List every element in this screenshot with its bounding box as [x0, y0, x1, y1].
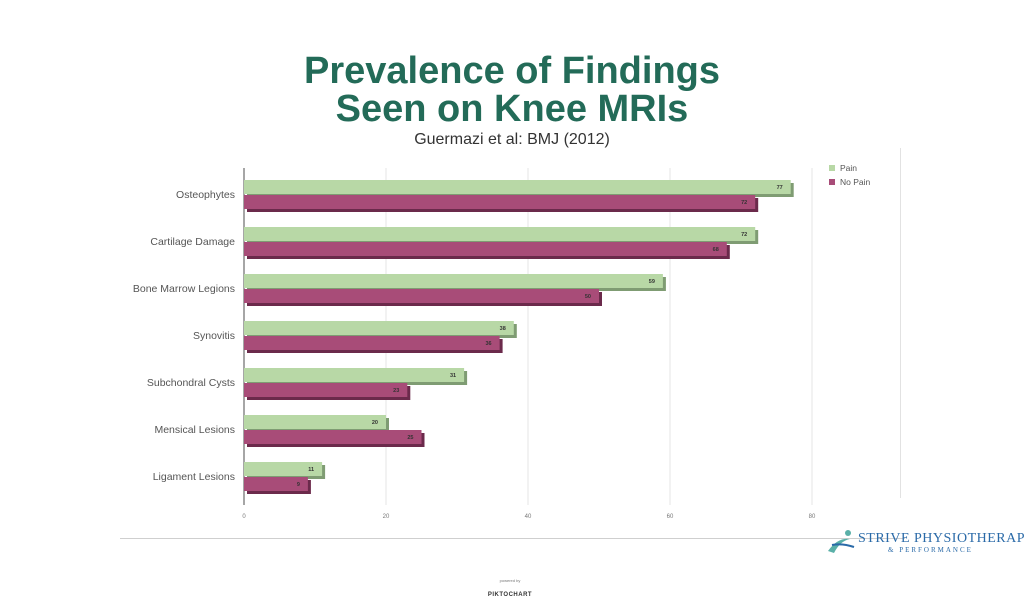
legend-swatch	[829, 165, 835, 171]
chart-title: Prevalence of Findings Seen on Knee MRIs	[0, 52, 1024, 128]
x-tick-label: 0	[242, 514, 246, 520]
powered-by-text: powered by	[499, 578, 521, 583]
runner-swoosh-icon	[828, 530, 855, 553]
data-label: 72	[741, 200, 747, 206]
data-label: 23	[393, 388, 399, 394]
legend-swatch	[829, 179, 835, 185]
x-tick-label: 80	[809, 514, 816, 520]
piktochart-badge: powered by PIKTOCHART	[470, 578, 550, 601]
category-label: Mensical Lesions	[154, 424, 235, 436]
divider-horizontal	[120, 538, 905, 539]
bar	[244, 180, 791, 194]
data-label: 36	[485, 341, 491, 347]
data-label: 31	[450, 373, 456, 379]
legend-label: No Pain	[840, 177, 871, 187]
x-tick-label: 20	[383, 514, 390, 520]
bar	[244, 415, 386, 429]
bar	[244, 321, 514, 335]
legend-label: Pain	[840, 163, 857, 173]
data-label: 77	[777, 185, 783, 191]
strive-logo: STRIVE PHYSIOTHERAPY & PERFORMANCE	[826, 527, 1024, 557]
bar	[244, 242, 727, 256]
bar	[244, 227, 756, 241]
bar	[244, 477, 308, 491]
data-label: 38	[500, 326, 506, 332]
category-label: Ligament Lesions	[153, 471, 235, 483]
category-label: Osteophytes	[176, 189, 235, 201]
bar	[244, 383, 408, 397]
data-label: 72	[741, 232, 747, 238]
category-label: Synovitis	[193, 330, 235, 342]
category-label: Bone Marrow Legions	[133, 283, 235, 295]
data-label: 25	[407, 435, 413, 441]
bar	[244, 462, 323, 476]
bar	[244, 274, 663, 288]
category-label: Subchondral Cysts	[147, 377, 235, 389]
bar	[244, 336, 500, 350]
bar	[244, 368, 465, 382]
chart-subtitle: Guermazi et al: BMJ (2012)	[414, 131, 610, 148]
x-tick-label: 60	[667, 514, 674, 520]
chart-title-line1: Prevalence of Findings	[304, 50, 720, 92]
divider-vertical	[900, 148, 901, 498]
data-label: 9	[297, 482, 300, 488]
data-label: 50	[585, 294, 591, 300]
bar	[244, 289, 599, 303]
x-tick-label: 40	[525, 514, 532, 520]
data-label: 20	[372, 420, 378, 426]
data-label: 59	[649, 279, 655, 285]
bar	[244, 430, 422, 444]
data-label: 11	[308, 467, 314, 473]
chart-title-line2: Seen on Knee MRIs	[335, 88, 689, 130]
logo-sub-text: & PERFORMANCE	[888, 546, 973, 554]
piktochart-text: PIKTOCHART	[487, 592, 533, 598]
category-label: Cartilage Damage	[150, 236, 235, 248]
bar	[244, 195, 756, 209]
data-label: 68	[713, 247, 719, 253]
logo-main-text: STRIVE PHYSIOTHERAPY	[858, 531, 1024, 546]
